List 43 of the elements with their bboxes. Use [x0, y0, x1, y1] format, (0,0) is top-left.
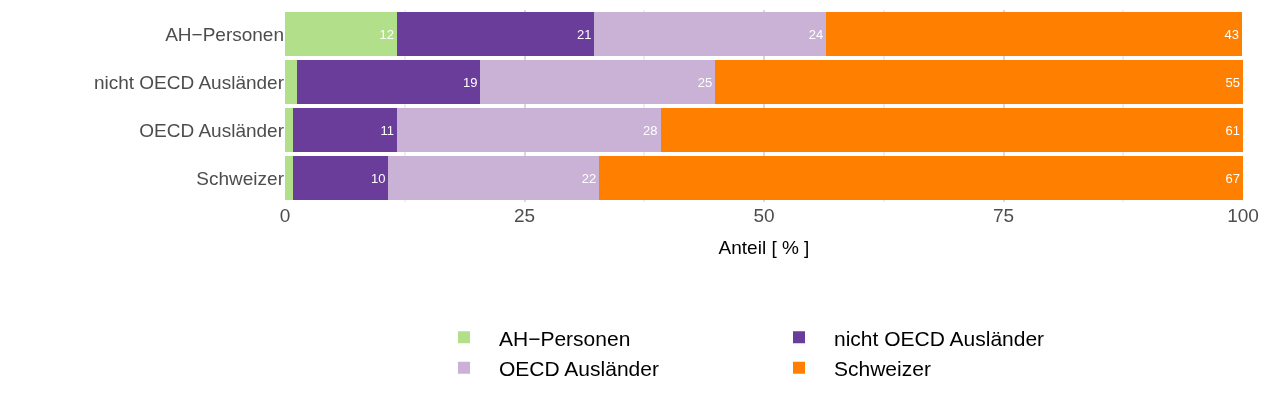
- x-tick-label: 0: [279, 205, 291, 226]
- bar: [285, 108, 293, 152]
- bar: [660, 108, 1243, 152]
- legend-label: nicht OECD Ausländer: [834, 326, 1045, 350]
- x-tick-label: 25: [513, 205, 536, 226]
- data-label: 28: [643, 122, 658, 138]
- bar: [297, 60, 481, 104]
- y-tick-label: OECD Ausländer: [139, 119, 285, 141]
- data-label: 61: [1225, 122, 1240, 138]
- y-tick-label: Schweizer: [196, 167, 285, 189]
- legend-label: AH−Personen: [499, 326, 631, 350]
- data-label: 24: [808, 26, 824, 42]
- data-label: 55: [1225, 74, 1240, 90]
- bar: [826, 12, 1243, 56]
- bar: [715, 60, 1243, 104]
- x-tick-label: 50: [753, 205, 775, 226]
- bar: [397, 108, 661, 152]
- bar: [292, 108, 398, 152]
- bar: [285, 60, 298, 104]
- bar: [480, 60, 716, 104]
- y-tick-label: AH−Personen: [165, 23, 284, 45]
- data-label: 19: [462, 74, 478, 90]
- bar: [388, 156, 600, 200]
- data-label: 22: [581, 170, 597, 186]
- x-tick-label: 100: [1227, 205, 1259, 226]
- data-label: 21: [576, 26, 592, 42]
- data-label: 12: [379, 26, 395, 42]
- x-tick-label: 75: [992, 205, 1015, 226]
- legend-label: OECD Ausländer: [499, 356, 659, 380]
- bar: [397, 12, 595, 56]
- data-label: 43: [1224, 26, 1240, 42]
- data-label: 67: [1225, 170, 1240, 186]
- bar: [599, 156, 1243, 200]
- bar: [285, 12, 398, 56]
- bar: [285, 156, 293, 200]
- x-axis-title: Anteil [ % ]: [718, 236, 810, 258]
- bar: [594, 12, 827, 56]
- y-tick-label: nicht OECD Ausländer: [93, 71, 285, 93]
- data-label: 10: [370, 170, 386, 186]
- bar: [292, 156, 389, 200]
- data-label: 11: [380, 122, 395, 138]
- data-label: 25: [697, 74, 713, 90]
- legend-label: Schweizer: [834, 356, 931, 380]
